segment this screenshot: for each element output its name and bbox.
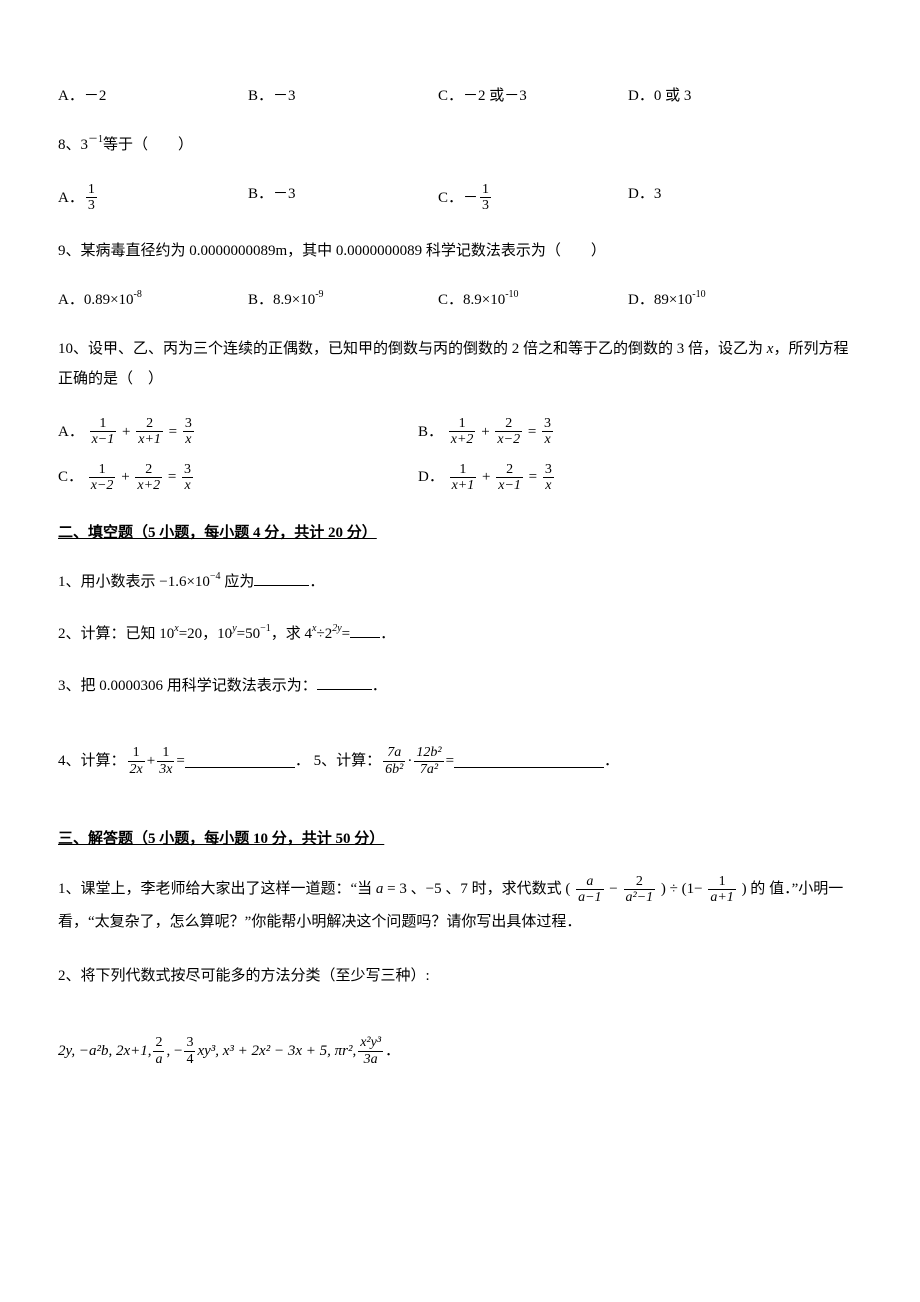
solve-1: 1、课堂上，李老师给大家出了这样一道题：“当 a = 3 、−5 、7 时，求代… bbox=[58, 873, 862, 939]
section-2-header: 二、填空题（5 小题，每小题 4 分，共计 20 分） bbox=[58, 521, 862, 545]
option-b: B．－3 bbox=[248, 182, 438, 214]
q8-stem: 8、3－1等于（ ） bbox=[58, 130, 862, 160]
q8-exp: －1 bbox=[88, 134, 103, 145]
fill-3: 3、把 0.0000306 用科学记数法表示为：． bbox=[58, 671, 862, 701]
option-a: A． 13 bbox=[58, 182, 248, 214]
fraction-2: 2x−2 bbox=[495, 416, 522, 448]
option-a: A．0.89×10-8 bbox=[58, 288, 248, 312]
option-c: C． 1x−2 + 2x+2 = 3x bbox=[58, 462, 418, 494]
fraction-3: x²y³3a bbox=[358, 1035, 383, 1067]
blank-input[interactable] bbox=[350, 624, 380, 638]
option-c: C．－2 或－3 bbox=[438, 84, 628, 108]
option-a: A． 1x−1 + 2x+1 = 3x bbox=[58, 416, 418, 448]
q7-options: A．－2 B．－3 C．－2 或－3 D．0 或 3 bbox=[58, 84, 862, 108]
fill-4: 4、计算： 12x + 13x = ． bbox=[58, 745, 310, 777]
fraction-1: aa−1 bbox=[576, 874, 603, 906]
q9-options: A．0.89×10-8 B．8.9×10-9 C．8.9×10-10 D．89×… bbox=[58, 288, 862, 312]
fill-1: 1、用小数表示 −1.6×10−4 应为． bbox=[58, 567, 862, 597]
label: B． bbox=[418, 420, 443, 444]
fraction-1: 1x+2 bbox=[449, 416, 476, 448]
option-b: B．8.9×10-9 bbox=[248, 288, 438, 312]
q10-options-2: C． 1x−2 + 2x+2 = 3x D． 1x+1 + 2x−1 = 3x bbox=[58, 462, 862, 494]
blank-input[interactable] bbox=[454, 754, 604, 768]
option-b: B． 1x+2 + 2x−2 = 3x bbox=[418, 416, 778, 448]
fraction-1: 12x bbox=[128, 745, 145, 777]
option-a: A．－2 bbox=[58, 84, 248, 108]
label: C． bbox=[58, 465, 83, 489]
solve-2-stem: 2、将下列代数式按尽可能多的方法分类（至少写三种）: bbox=[58, 961, 862, 991]
fraction-2: 12b²7a² bbox=[414, 745, 443, 777]
label: A． bbox=[58, 420, 84, 444]
fraction-2: 2x+1 bbox=[136, 416, 163, 448]
q8-options: A． 13 B．－3 C．－ 13 D．3 bbox=[58, 182, 862, 214]
solve-2-expr: 2y, −a²b, 2x+1, 2a , − 34 xy³, x³ + 2x² … bbox=[58, 1035, 400, 1067]
fill-5: 5、计算： 7a6b² · 12b²7a² = ． bbox=[314, 745, 619, 777]
q10-stem: 10、设甲、乙、丙为三个连续的正偶数，已知甲的倒数与丙的倒数的 2 倍之和等于乙… bbox=[58, 334, 862, 394]
label: C．－ bbox=[438, 186, 478, 210]
fraction: 13 bbox=[480, 182, 491, 214]
fraction-3: 3x bbox=[542, 416, 553, 448]
fraction-3: 1a+1 bbox=[708, 874, 735, 906]
option-b: B．－3 bbox=[248, 84, 438, 108]
fraction-1: 7a6b² bbox=[383, 745, 405, 777]
blank-input[interactable] bbox=[254, 572, 309, 586]
option-c: C．－ 13 bbox=[438, 182, 628, 214]
q8-post: 等于（ ） bbox=[103, 137, 193, 153]
option-d: D．3 bbox=[628, 182, 818, 214]
section-3-header: 三、解答题（5 小题，每小题 10 分，共计 50 分） bbox=[58, 827, 862, 851]
option-d: D．0 或 3 bbox=[628, 84, 818, 108]
fraction-1: 1x−2 bbox=[89, 462, 116, 494]
option-d: D． 1x+1 + 2x−1 = 3x bbox=[418, 462, 778, 494]
fraction-2: 2x+2 bbox=[135, 462, 162, 494]
q8-text: 8、3 bbox=[58, 137, 88, 153]
blank-input[interactable] bbox=[185, 754, 295, 768]
fraction-2: 13x bbox=[157, 745, 174, 777]
fill-2: 2、计算：已知 10x=20，10y=50−1，求 4x÷22y=． bbox=[58, 619, 862, 649]
fraction-3: 3x bbox=[183, 416, 194, 448]
fraction-3: 3x bbox=[543, 462, 554, 494]
blank-input[interactable] bbox=[317, 676, 372, 690]
option-d: D．89×10-10 bbox=[628, 288, 818, 312]
fraction-2: 34 bbox=[184, 1035, 195, 1067]
fraction-1: 1x−1 bbox=[90, 416, 117, 448]
option-c: C．8.9×10-10 bbox=[438, 288, 628, 312]
q10-options-1: A． 1x−1 + 2x+1 = 3x B． 1x+2 + 2x−2 = 3x bbox=[58, 416, 862, 448]
fraction-1: 2a bbox=[153, 1035, 164, 1067]
fraction: 13 bbox=[86, 182, 97, 214]
fraction-3: 3x bbox=[182, 462, 193, 494]
fraction-1: 1x+1 bbox=[450, 462, 477, 494]
q9-stem: 9、某病毒直径约为 0.0000000089m，其中 0.0000000089 … bbox=[58, 236, 862, 266]
label: D． bbox=[418, 465, 444, 489]
label: A． bbox=[58, 186, 84, 210]
text: 10、设甲、乙、丙为三个连续的正偶数，已知甲的倒数与丙的倒数的 2 倍之和等于乙… bbox=[58, 341, 767, 357]
fraction-2: 2a²−1 bbox=[624, 874, 656, 906]
fraction-2: 2x−1 bbox=[496, 462, 523, 494]
